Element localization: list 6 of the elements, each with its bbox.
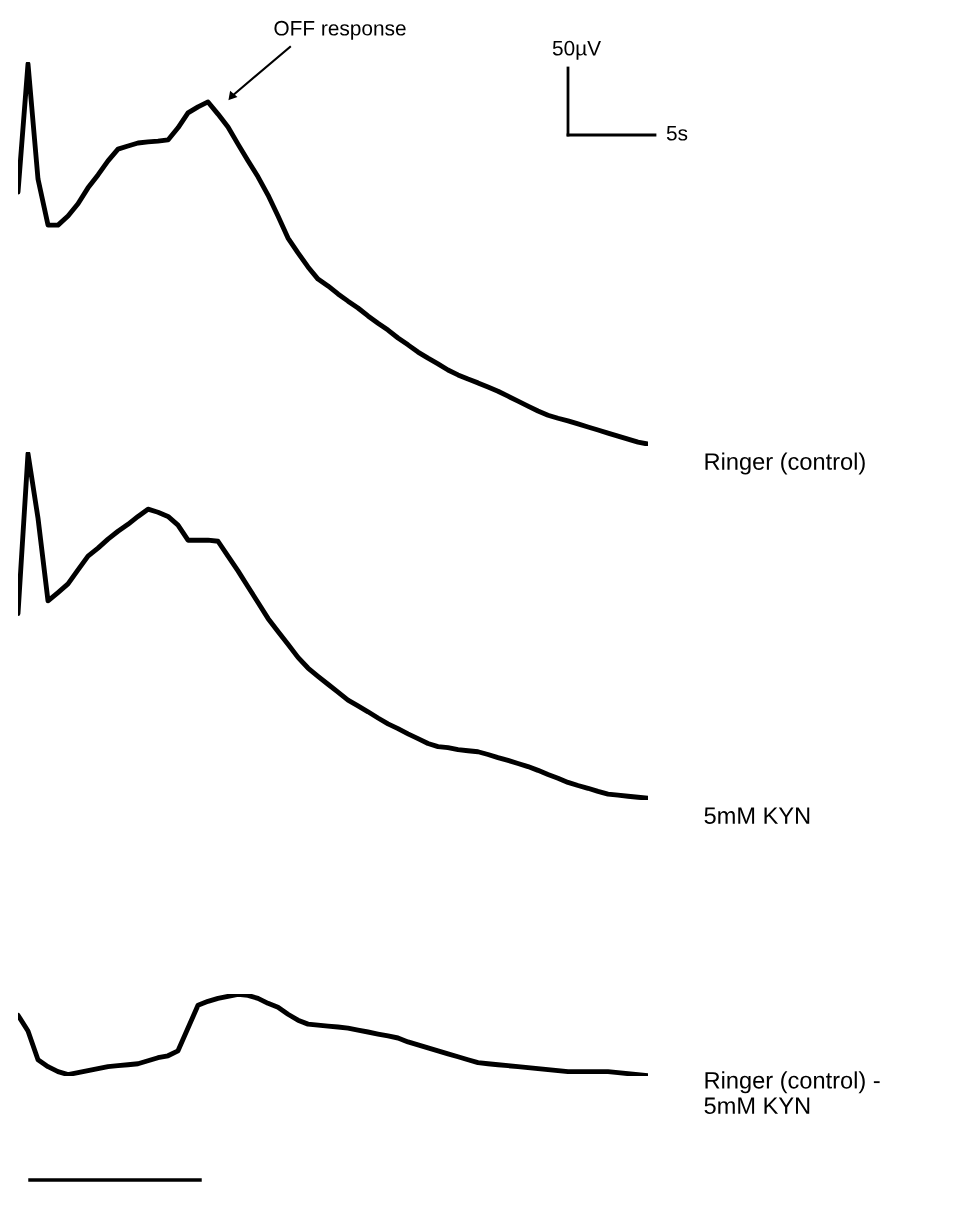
text: 5mM KYN xyxy=(704,807,810,825)
text: Ringer (control) xyxy=(705,452,865,475)
text: OFF response xyxy=(274,20,406,40)
text: 50µV xyxy=(552,40,601,60)
text: 5s xyxy=(666,126,688,141)
text: Ringer (control) - 5mM KYN xyxy=(704,1071,880,1115)
